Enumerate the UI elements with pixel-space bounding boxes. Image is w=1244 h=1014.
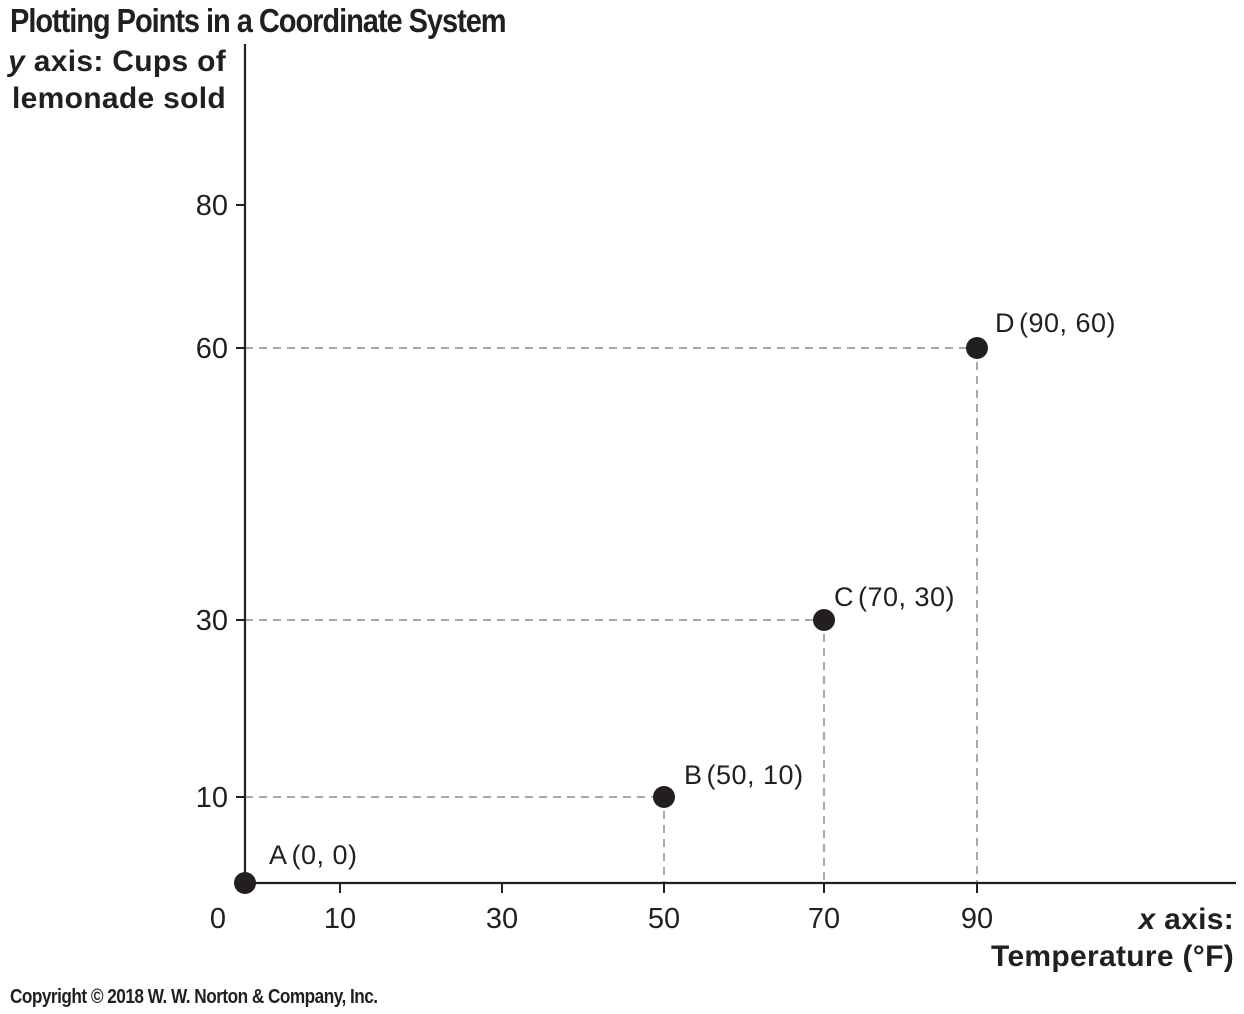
dashed-guides — [245, 347, 978, 883]
axes — [243, 44, 1236, 885]
point-b — [653, 786, 675, 808]
x-axis-title: x axis: Temperature (°F) — [991, 901, 1234, 975]
x-tick-label: 50 — [648, 903, 680, 935]
data-points: A (0, 0) B (50, 10) C (70, 30) D (90, 60) — [234, 308, 1116, 894]
x-axis-title-line2: Temperature (°F) — [991, 940, 1234, 973]
point-a — [234, 872, 256, 894]
x-tick-label: 10 — [324, 903, 356, 935]
y-axis-title-line2: lemonade sold — [12, 82, 226, 115]
point-d — [966, 337, 988, 359]
x-tick-label: 70 — [808, 903, 840, 935]
y-axis-variable: y — [8, 45, 26, 78]
x-tick-label: 90 — [961, 903, 993, 935]
y-axis-title: y axis: Cups of lemonade sold — [8, 43, 226, 117]
y-tick-label: 60 — [196, 333, 228, 365]
x-axis-variable: x — [1138, 903, 1156, 936]
ticks: 10 30 50 70 90 0 10 30 60 80 — [196, 190, 993, 935]
point-label-a: A (0, 0) — [269, 840, 358, 870]
y-axis-title-line1: y axis: Cups of — [8, 43, 226, 80]
point-label-d: D (90, 60) — [995, 308, 1116, 338]
x-tick-label: 30 — [486, 903, 518, 935]
x-axis-title-text: axis: — [1155, 903, 1234, 936]
copyright-notice: Copyright © 2018 W. W. Norton & Company,… — [10, 986, 378, 1008]
point-label-b: B (50, 10) — [684, 760, 804, 790]
point-c — [813, 609, 835, 631]
x-axis-title-line1: x axis: — [991, 901, 1234, 938]
y-axis-title-text: axis: Cups of — [25, 45, 226, 78]
origin-label: 0 — [210, 903, 226, 935]
y-tick-label: 10 — [196, 782, 228, 814]
point-label-c: C (70, 30) — [834, 582, 955, 612]
chart-title: Plotting Points in a Coordinate System — [10, 2, 507, 39]
y-tick-label: 30 — [196, 605, 228, 637]
y-tick-label: 80 — [196, 190, 228, 222]
